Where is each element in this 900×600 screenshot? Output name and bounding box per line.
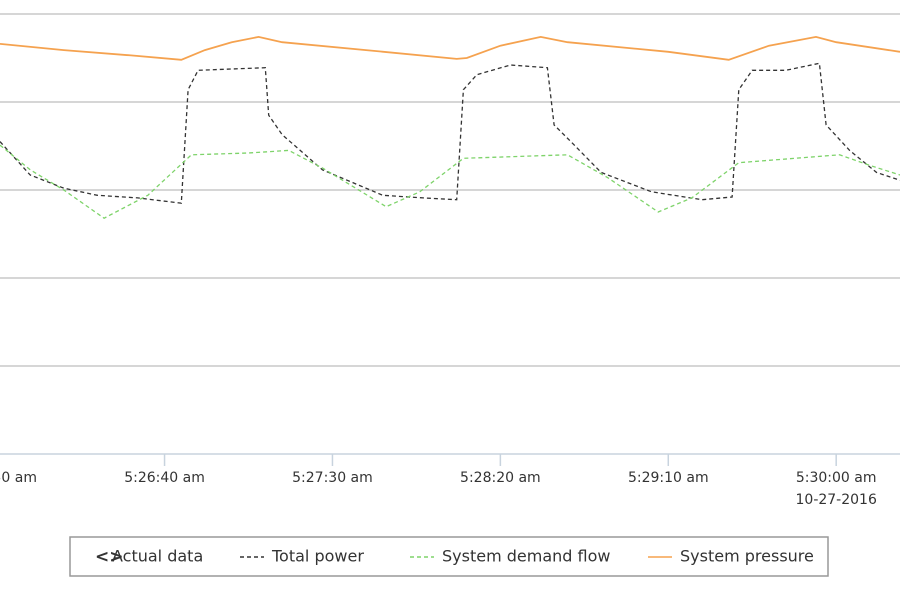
x-tick-label: 5:29:10 am (628, 470, 709, 486)
legend-label: System demand flow (442, 547, 610, 566)
date-label: 10-27-2016 (796, 492, 877, 508)
legend-label: Total power (271, 547, 364, 566)
x-tick-label: 5:25:50 am (0, 470, 37, 486)
x-tick-label: 5:28:20 am (460, 470, 541, 486)
series-line (0, 62, 900, 204)
series-line (0, 35, 900, 61)
series-line (0, 144, 900, 219)
legend-label: System pressure (680, 547, 814, 566)
legend-box (69, 536, 829, 577)
legend-icon: <> (95, 547, 124, 567)
legend-title: Actual data (112, 547, 203, 566)
x-tick-label: 5:27:30 am (292, 470, 373, 486)
x-tick-label: 5:30:00 am (796, 470, 877, 486)
x-tick-label: 5:26:40 am (124, 470, 205, 486)
